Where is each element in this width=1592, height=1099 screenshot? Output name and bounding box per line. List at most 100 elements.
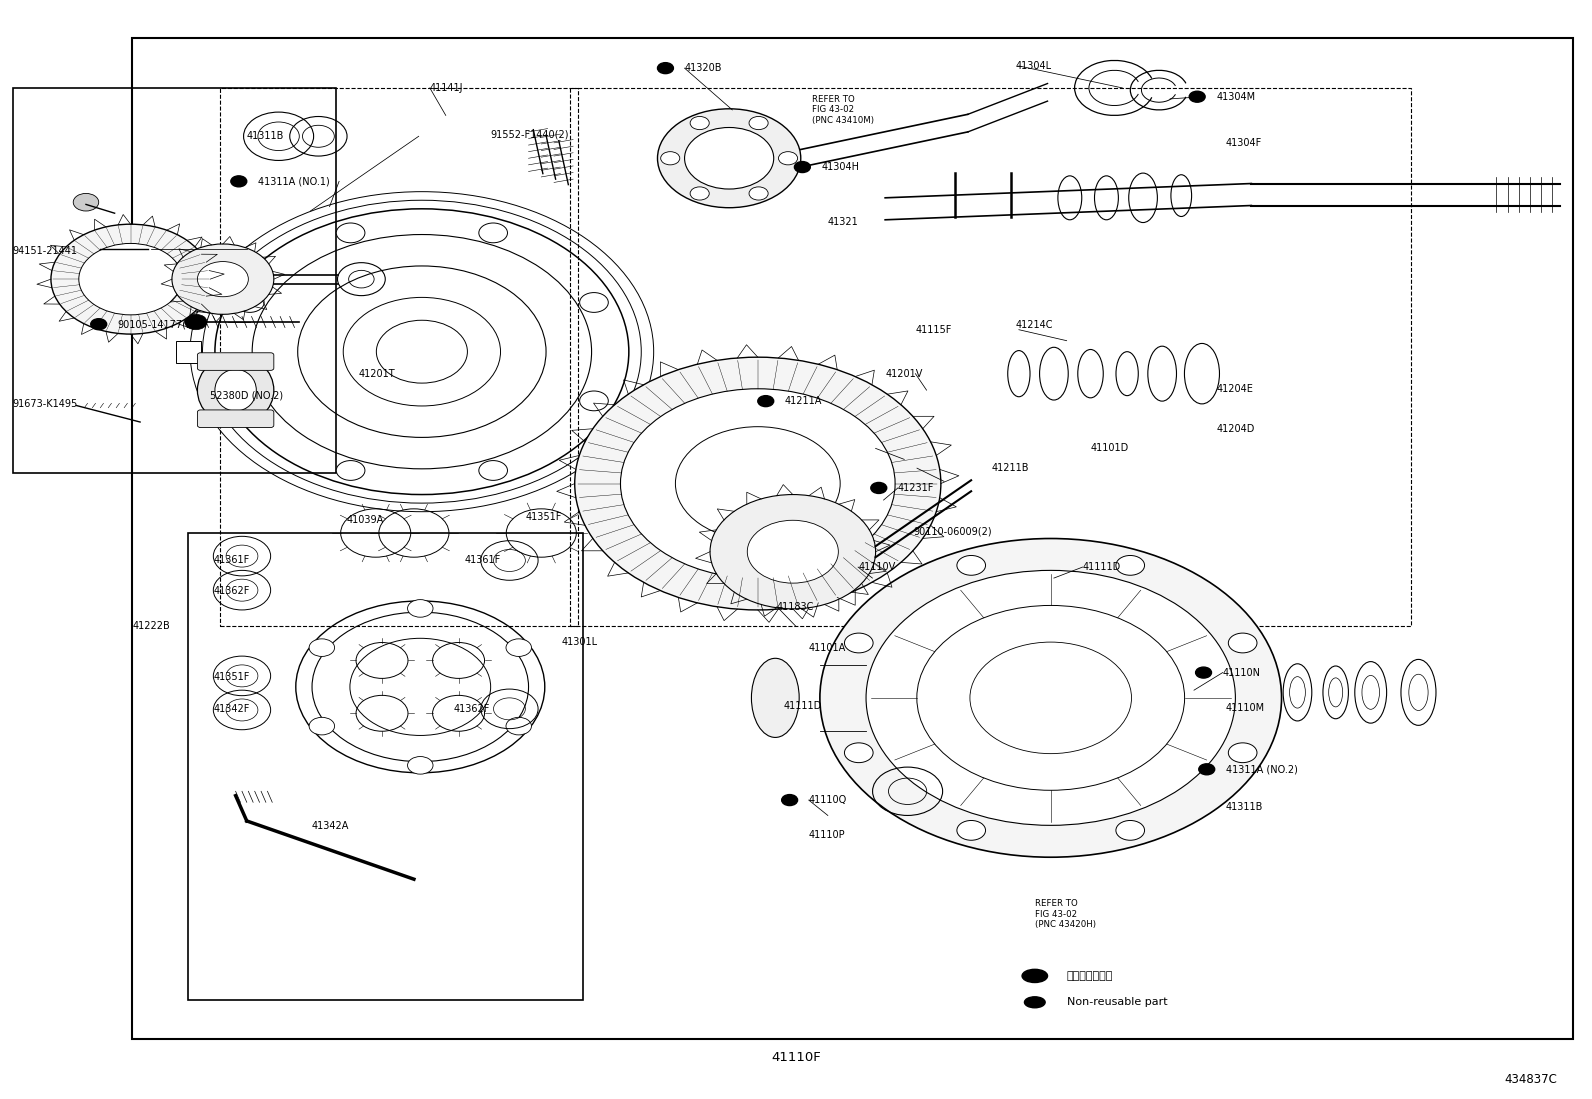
Circle shape bbox=[691, 116, 710, 130]
Circle shape bbox=[691, 187, 710, 200]
Circle shape bbox=[782, 795, 798, 806]
Circle shape bbox=[579, 391, 608, 411]
FancyBboxPatch shape bbox=[177, 341, 201, 363]
Text: 41111D: 41111D bbox=[1083, 562, 1121, 573]
Text: 41110M: 41110M bbox=[1226, 702, 1266, 713]
Text: Non-reusable part: Non-reusable part bbox=[1067, 997, 1167, 1008]
Text: 91552-F1440(2): 91552-F1440(2) bbox=[490, 129, 568, 140]
Circle shape bbox=[685, 127, 774, 189]
Ellipse shape bbox=[751, 658, 799, 737]
Bar bbox=[570, 88, 1411, 626]
Ellipse shape bbox=[1022, 969, 1048, 983]
Text: 41311B: 41311B bbox=[247, 131, 283, 142]
FancyBboxPatch shape bbox=[197, 410, 274, 428]
Circle shape bbox=[231, 176, 247, 187]
Text: 434837C: 434837C bbox=[1504, 1073, 1557, 1086]
Circle shape bbox=[408, 600, 433, 618]
Circle shape bbox=[73, 193, 99, 211]
Ellipse shape bbox=[1008, 351, 1030, 397]
Text: 41304L: 41304L bbox=[1016, 60, 1052, 71]
Circle shape bbox=[185, 314, 207, 330]
Text: 41115F: 41115F bbox=[915, 324, 952, 335]
FancyBboxPatch shape bbox=[197, 353, 274, 370]
Text: 41201V: 41201V bbox=[885, 368, 922, 379]
Circle shape bbox=[336, 460, 365, 480]
Text: 41361F: 41361F bbox=[213, 555, 250, 566]
Text: 41214C: 41214C bbox=[1016, 320, 1054, 331]
Ellipse shape bbox=[197, 355, 274, 425]
Circle shape bbox=[309, 639, 334, 656]
Text: 41110F: 41110F bbox=[771, 1051, 821, 1064]
Circle shape bbox=[236, 391, 264, 411]
Text: 90105-14177(2): 90105-14177(2) bbox=[118, 319, 197, 330]
Circle shape bbox=[675, 426, 841, 541]
Circle shape bbox=[376, 320, 468, 384]
Ellipse shape bbox=[1116, 352, 1138, 396]
Circle shape bbox=[794, 162, 810, 173]
Text: 90110-06009(2): 90110-06009(2) bbox=[914, 526, 992, 537]
Text: 41342A: 41342A bbox=[312, 821, 349, 832]
Ellipse shape bbox=[1401, 659, 1436, 725]
Text: 41231F: 41231F bbox=[898, 482, 935, 493]
Text: 41361F: 41361F bbox=[465, 555, 501, 566]
Text: 41311A (NO.2): 41311A (NO.2) bbox=[1226, 764, 1297, 775]
Ellipse shape bbox=[1355, 662, 1387, 723]
Text: 41101D: 41101D bbox=[1091, 443, 1129, 454]
Circle shape bbox=[1116, 555, 1145, 575]
Circle shape bbox=[657, 63, 673, 74]
Ellipse shape bbox=[1025, 997, 1044, 1008]
Text: 41183C: 41183C bbox=[777, 601, 814, 612]
Text: 41304M: 41304M bbox=[1216, 91, 1256, 102]
Bar bbox=[220, 88, 578, 626]
Text: REFER TO
FIG 43-02
(PNC 43420H): REFER TO FIG 43-02 (PNC 43420H) bbox=[1035, 899, 1095, 930]
Text: 41311B: 41311B bbox=[1226, 801, 1262, 812]
Text: 41362F: 41362F bbox=[454, 703, 490, 714]
Circle shape bbox=[621, 389, 895, 578]
Circle shape bbox=[820, 539, 1282, 857]
Text: 41351F: 41351F bbox=[525, 511, 562, 522]
Text: 41342F: 41342F bbox=[213, 703, 250, 714]
Circle shape bbox=[479, 460, 508, 480]
Circle shape bbox=[866, 570, 1235, 825]
Circle shape bbox=[336, 223, 365, 243]
Text: 41321: 41321 bbox=[828, 217, 858, 227]
Text: 41362F: 41362F bbox=[213, 586, 250, 597]
Text: 41039A: 41039A bbox=[347, 514, 384, 525]
Text: 41110V: 41110V bbox=[858, 562, 895, 573]
Circle shape bbox=[197, 262, 248, 297]
Circle shape bbox=[657, 109, 801, 208]
Ellipse shape bbox=[1078, 349, 1103, 398]
Circle shape bbox=[750, 187, 769, 200]
Circle shape bbox=[1196, 667, 1212, 678]
Circle shape bbox=[758, 396, 774, 407]
Circle shape bbox=[957, 555, 985, 575]
Circle shape bbox=[957, 821, 985, 841]
Circle shape bbox=[51, 224, 210, 334]
Circle shape bbox=[575, 357, 941, 610]
Circle shape bbox=[172, 244, 274, 314]
Text: 52380D (NO.2): 52380D (NO.2) bbox=[210, 390, 283, 401]
Circle shape bbox=[84, 238, 116, 260]
Ellipse shape bbox=[215, 369, 256, 411]
Circle shape bbox=[80, 243, 183, 314]
Text: REFER TO
FIG 43-02
(PNC 43410M): REFER TO FIG 43-02 (PNC 43410M) bbox=[812, 95, 874, 125]
Text: 41110Q: 41110Q bbox=[809, 795, 847, 806]
Circle shape bbox=[408, 756, 433, 774]
Text: 41211A: 41211A bbox=[785, 396, 821, 407]
Text: 91673-K1495: 91673-K1495 bbox=[13, 399, 78, 410]
Text: 41351F: 41351F bbox=[213, 671, 250, 682]
Circle shape bbox=[778, 152, 798, 165]
Circle shape bbox=[579, 292, 608, 312]
Ellipse shape bbox=[1283, 664, 1312, 721]
Ellipse shape bbox=[1323, 666, 1348, 719]
Circle shape bbox=[1116, 821, 1145, 841]
Bar bbox=[13, 88, 336, 473]
Circle shape bbox=[917, 606, 1184, 790]
Circle shape bbox=[871, 482, 887, 493]
Circle shape bbox=[661, 152, 680, 165]
Text: 41110N: 41110N bbox=[1223, 667, 1261, 678]
Text: 41304H: 41304H bbox=[821, 162, 860, 173]
Text: 41301L: 41301L bbox=[562, 636, 599, 647]
Circle shape bbox=[1199, 764, 1215, 775]
Circle shape bbox=[506, 718, 532, 735]
